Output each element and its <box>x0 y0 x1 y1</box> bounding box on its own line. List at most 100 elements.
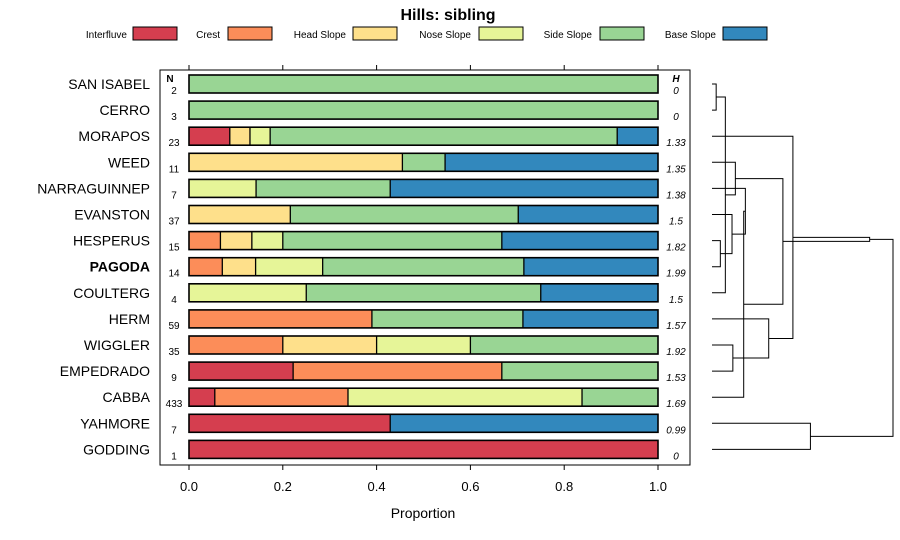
row-label-yahmore: YAHMORE <box>80 415 150 431</box>
bar-segment-morapos-head-slope <box>229 127 250 146</box>
row-label-cabba: CABBA <box>103 389 151 405</box>
legend-swatch-interfluve <box>132 26 178 41</box>
h-value-herm: 1.57 <box>666 321 686 332</box>
h-column-header: H <box>672 74 680 85</box>
n-value-cerro: 3 <box>171 112 177 123</box>
dendrogram <box>712 83 894 450</box>
plot-panel <box>159 69 691 466</box>
dendrogram-branch <box>712 240 721 268</box>
bar-segment-narraguinnep-nose-slope <box>189 179 257 198</box>
bar-segment-weed-head-slope <box>189 153 403 172</box>
bar-segment-pagoda-base-slope <box>523 257 658 276</box>
bar-segment-coulterg-nose-slope <box>189 283 307 302</box>
n-value-narraguinnep: 7 <box>171 190 177 201</box>
bar-outline-cerro <box>188 100 659 120</box>
legend-label-base-slope: Base Slope <box>665 30 717 41</box>
row-label-morapos: MORAPOS <box>78 128 150 144</box>
h-value-wiggler: 1.92 <box>666 347 686 358</box>
legend-swatch-head-slope <box>352 26 398 41</box>
dendrogram-branch <box>782 236 871 242</box>
row-label-empedrado: EMPEDRADO <box>60 363 150 379</box>
dendrogram-branch <box>712 210 746 398</box>
n-value-empedrado: 9 <box>171 373 177 384</box>
row-label-cerro: CERRO <box>99 102 150 118</box>
bar-outline-evanston <box>188 204 659 225</box>
x-axis-label: Proportion <box>391 505 456 521</box>
bar-segment-yahmore-base-slope <box>390 414 658 433</box>
h-value-pagoda: 1.99 <box>666 269 686 280</box>
dendrogram-branch <box>712 422 811 450</box>
h-value-coulterg: 1.5 <box>669 295 683 306</box>
x-tick-label: 0.8 <box>555 479 573 494</box>
bar-segment-pagoda-side-slope <box>322 257 524 276</box>
x-tick-label: 0.4 <box>368 479 386 494</box>
bar-segment-empedrado-side-slope <box>501 362 658 381</box>
bar-segment-cerro-side-slope <box>189 101 658 120</box>
bar-segment-pagoda-nose-slope <box>255 257 323 276</box>
bar-segment-wiggler-side-slope <box>470 336 658 354</box>
row-label-herm: HERM <box>109 311 150 327</box>
bar-segment-coulterg-base-slope <box>540 283 658 302</box>
x-tick-label: 0.0 <box>180 479 198 494</box>
row-label-hesperus: HESPERUS <box>73 233 150 249</box>
bar-segment-godding-interfluve <box>189 440 658 459</box>
bar-outline-coulterg <box>188 282 659 303</box>
bar-segment-coulterg-side-slope <box>306 283 541 302</box>
bar-segment-pagoda-crest <box>189 257 223 276</box>
x-tick-label: 0.6 <box>461 479 479 494</box>
bar-segment-morapos-side-slope <box>270 127 618 146</box>
dendrogram-branch <box>712 318 770 359</box>
bar-segment-hesperus-head-slope <box>220 231 252 250</box>
n-value-coulterg: 4 <box>171 295 177 306</box>
bar-outline-godding <box>188 439 659 460</box>
bar-segment-hesperus-nose-slope <box>251 231 283 250</box>
bar-outline-cabba <box>188 387 659 408</box>
h-value-yahmore: 0.99 <box>666 425 686 436</box>
bar-segment-hesperus-crest <box>189 231 221 250</box>
dendrogram-branch <box>810 238 894 437</box>
h-labels: 0 0 1.33 1.35 1.38 1.5 1.82 1.99 1.5 1.57 1.92 1.53… <box>666 86 686 462</box>
dendrogram-branch <box>712 214 733 255</box>
bar-segment-pagoda-head-slope <box>222 257 256 276</box>
bar-segment-narraguinnep-base-slope <box>390 179 658 198</box>
legend-label-nose-slope: Nose Slope <box>419 30 471 41</box>
bar-segment-cabba-crest <box>214 388 348 407</box>
bar-outline-empedrado <box>188 361 659 381</box>
bar-segment-cabba-side-slope <box>582 388 658 407</box>
legend-label-crest: Crest <box>196 30 220 41</box>
bars <box>188 74 659 460</box>
bar-outline-hesperus <box>188 230 659 251</box>
dendrogram-branch <box>712 135 794 339</box>
legend-label-head-slope: Head Slope <box>294 30 347 41</box>
h-value-cabba: 1.69 <box>666 399 686 410</box>
bar-segment-wiggler-head-slope <box>282 336 377 354</box>
n-value-cabba: 433 <box>166 399 183 410</box>
legend-label-side-slope: Side Slope <box>544 30 593 41</box>
n-value-san-isabel: 2 <box>171 86 177 97</box>
bar-segment-herm-side-slope <box>371 309 523 328</box>
n-value-hesperus: 15 <box>168 243 180 254</box>
legend-swatch-nose-slope <box>478 26 524 41</box>
dendrogram-branch <box>712 344 734 372</box>
n-value-godding: 1 <box>171 451 177 462</box>
bar-segment-morapos-interfluve <box>189 127 230 146</box>
row-label-evanston: EVANSTON <box>74 207 150 223</box>
n-value-morapos: 23 <box>168 138 180 149</box>
bar-segment-hesperus-base-slope <box>501 231 658 250</box>
row-label-weed: WEED <box>108 154 150 170</box>
bar-segment-evanston-head-slope <box>189 205 291 224</box>
dendrogram-branch <box>712 161 736 196</box>
n-value-evanston: 37 <box>168 217 180 228</box>
legend-swatch-side-slope <box>599 26 645 41</box>
legend-swatch-base-slope <box>722 26 768 41</box>
h-value-narraguinnep: 1.38 <box>666 190 686 201</box>
bar-segment-hesperus-side-slope <box>282 231 502 250</box>
n-value-yahmore: 7 <box>171 425 177 436</box>
bar-outline-narraguinnep <box>188 178 659 199</box>
row-label-wiggler: WIGGLER <box>84 337 150 353</box>
x-tick-label: 1.0 <box>649 479 667 494</box>
h-value-evanston: 1.5 <box>669 217 683 228</box>
bar-segment-herm-base-slope <box>522 309 658 328</box>
h-value-hesperus: 1.82 <box>666 243 686 254</box>
